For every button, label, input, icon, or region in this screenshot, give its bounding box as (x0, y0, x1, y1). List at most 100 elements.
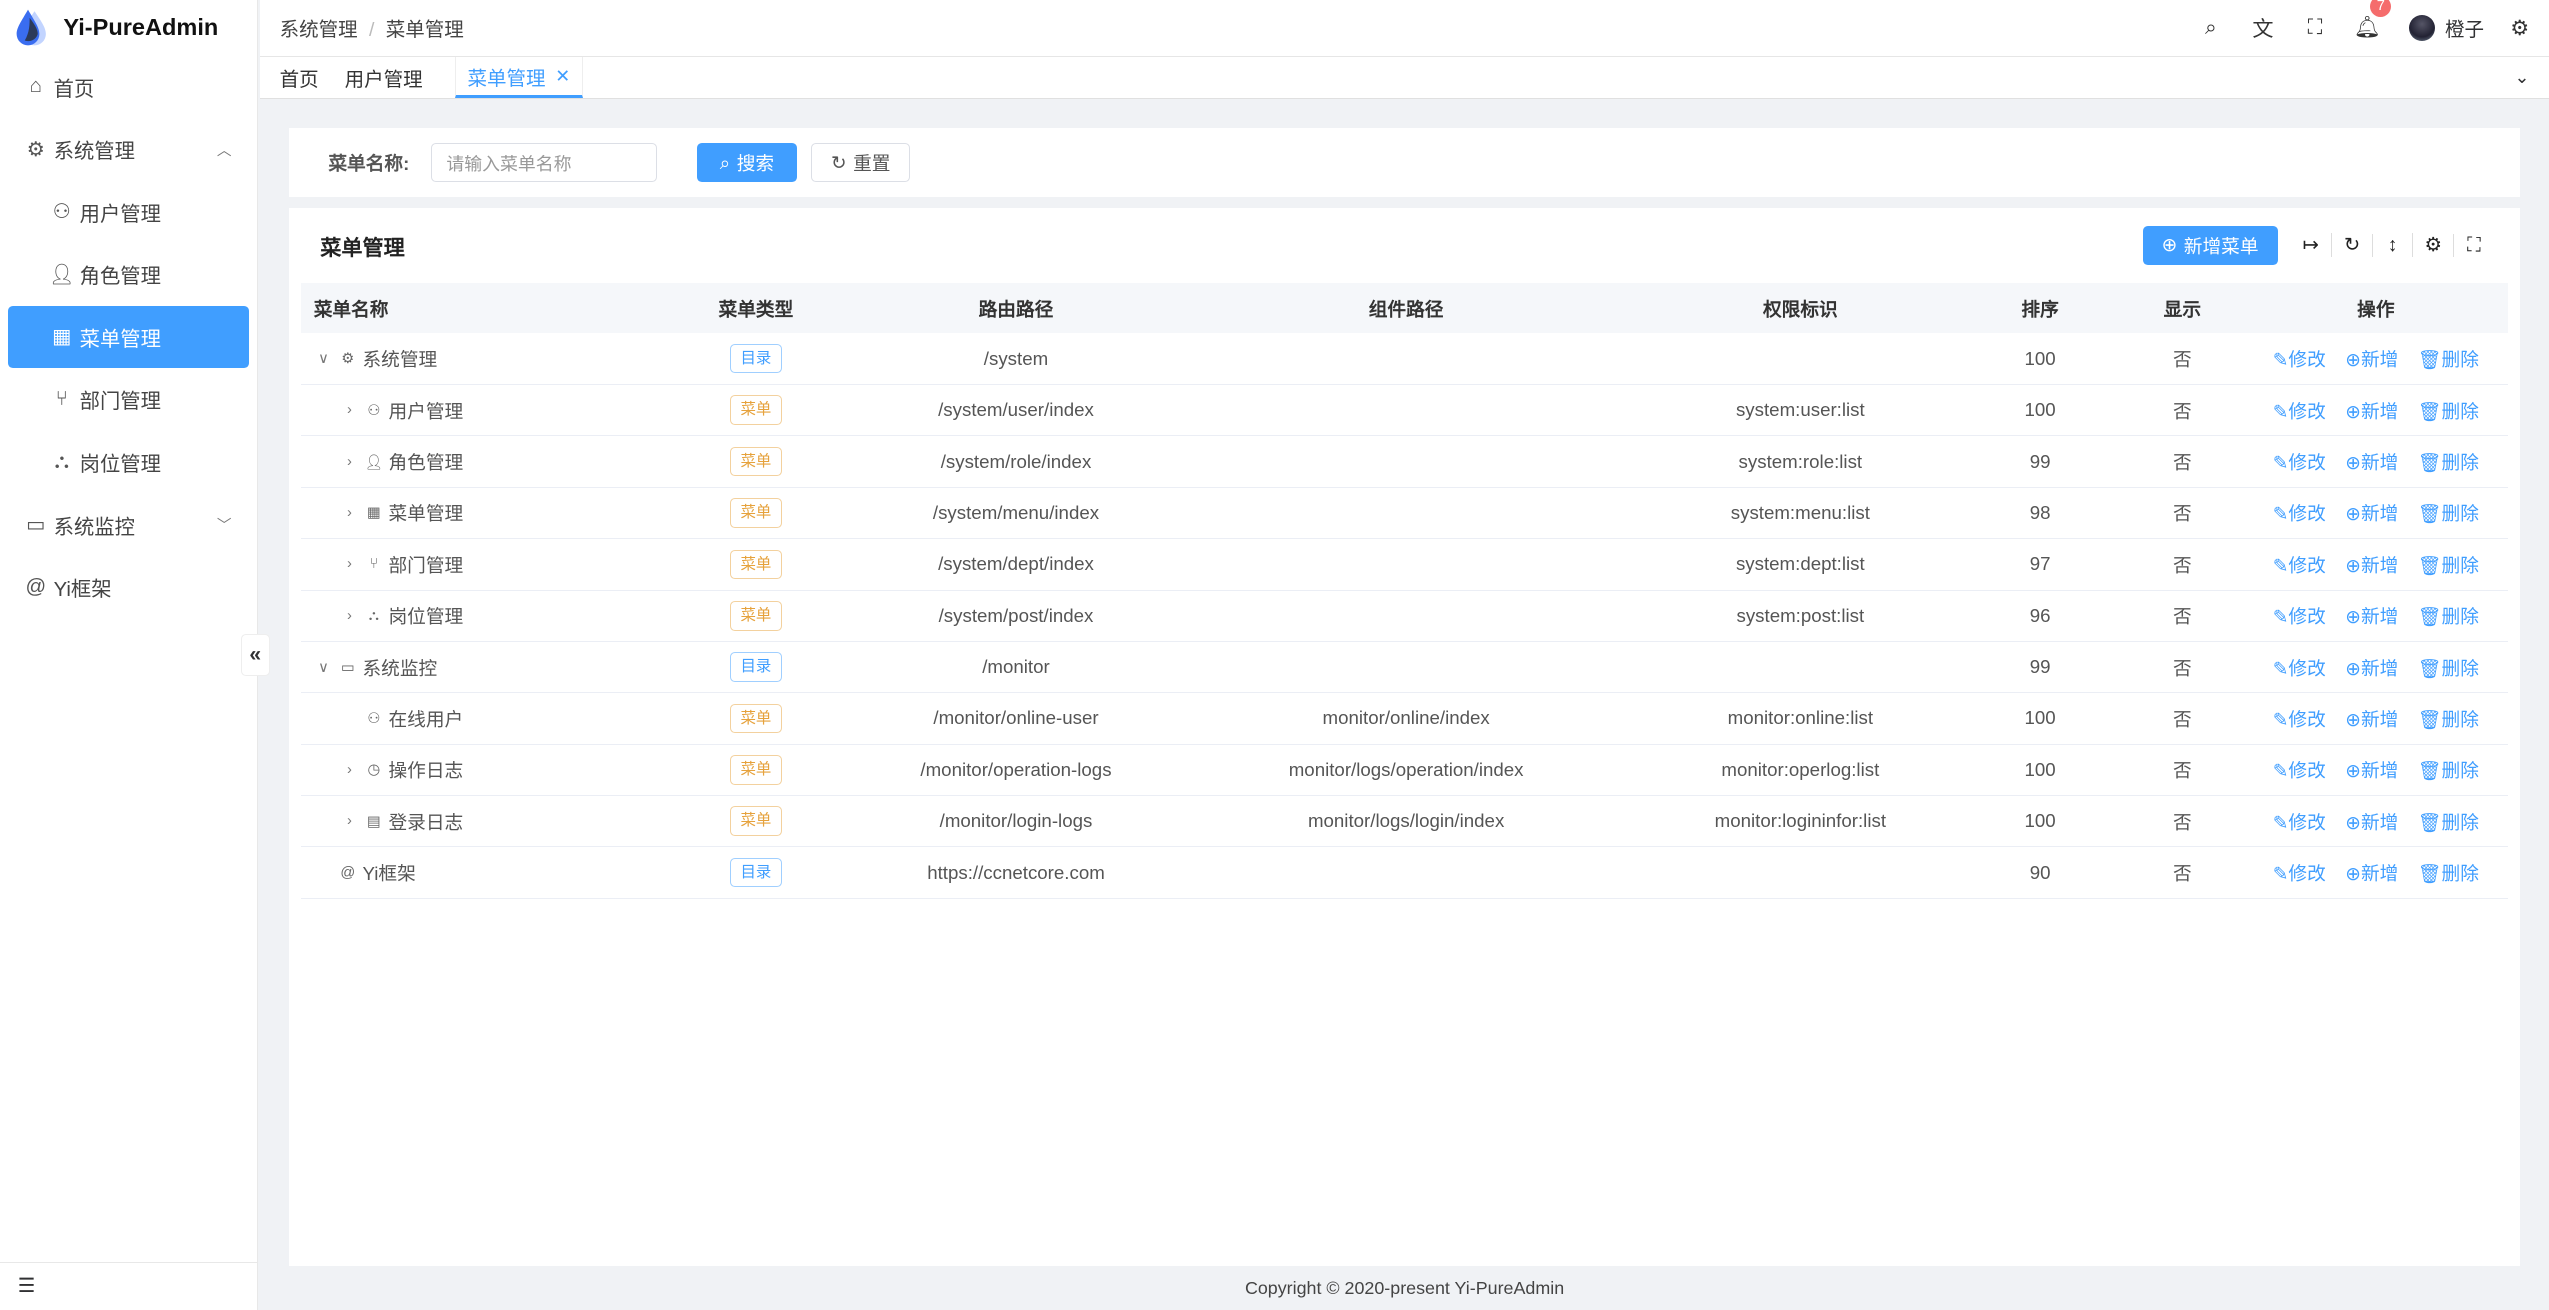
sidebar-item[interactable]: ⚙ 系统管理 ︿ (0, 118, 257, 181)
delete-button[interactable]: 🗑︎删除 (2418, 602, 2479, 629)
username[interactable]: 橙子 (2444, 19, 2484, 42)
fullscreen-icon[interactable]: ⛶ (2307, 15, 2323, 39)
delete-button[interactable]: 🗑︎删除 (2418, 756, 2479, 783)
add-child-button[interactable]: ⊕新增 (2345, 654, 2398, 681)
sidebar-item[interactable]: @ Yi框架 (0, 556, 257, 619)
sidebar-item[interactable]: 👤︎ 角色管理 (0, 243, 257, 306)
chevron-right-icon[interactable]: › (347, 556, 352, 573)
delete-button[interactable]: 🗑︎删除 (2418, 705, 2479, 732)
row-actions: ✎修改 ⊕新增 🗑︎删除 (2256, 602, 2495, 629)
delete-button[interactable]: 🗑︎删除 (2418, 397, 2479, 424)
chevron-right-icon[interactable]: › (347, 813, 352, 830)
density-icon[interactable]: ↕ (2371, 233, 2413, 257)
table-row[interactable]: @ Yi框架 目录 https://ccnetcore.com 90 否 ✎修改 ⊕新增 🗑︎删… (300, 846, 2509, 899)
name-wrap: › 👤︎ 角色管理 (314, 448, 638, 475)
breadcrumb-separator: / (368, 19, 375, 42)
trash-icon: 🗑︎ (2417, 760, 2442, 782)
name-wrap: › ⛬ 岗位管理 (314, 602, 638, 629)
table-row[interactable]: › ⛬ 岗位管理 菜单/system/post/index system:post:li… (300, 590, 2509, 642)
edit-button[interactable]: ✎修改 (2273, 705, 2326, 732)
name-wrap: ∨ ⚙ 系统管理 (314, 345, 638, 372)
expand-collapse-icon[interactable]: ↦ (2302, 234, 2320, 257)
chevron-right-icon[interactable]: › (347, 607, 352, 624)
type-cell: 目录 (650, 333, 862, 386)
chevron-right-icon[interactable]: › (347, 761, 352, 778)
table-row[interactable]: ∨ ▭ 系统监控 目录/monitor 99 否 ✎修改 ⊕新增 🗑︎删除 (300, 641, 2509, 694)
sidebar-item[interactable]: ⑂ 部门管理 (0, 368, 257, 431)
delete-button[interactable]: 🗑︎删除 (2418, 448, 2479, 475)
edit-button[interactable]: ✎修改 (2273, 551, 2326, 578)
edit-button[interactable]: ✎修改 (2273, 859, 2326, 886)
close-tab-icon[interactable]: ✕ (555, 65, 571, 86)
menu-name: 角色管理 (388, 452, 464, 474)
refresh-icon[interactable]: ↻ (2331, 233, 2372, 258)
delete-button[interactable]: 🗑︎删除 (2418, 345, 2479, 372)
fullscreen-icon[interactable]: ⛶ (2453, 233, 2494, 257)
component-cell (1170, 435, 1642, 488)
add-child-button[interactable]: ⊕新增 (2345, 499, 2398, 526)
menu-name: Yi框架 (362, 863, 416, 884)
edit-button[interactable]: ✎修改 (2273, 397, 2326, 424)
add-menu-button[interactable]: ⊕ 新增菜单 (2142, 225, 2278, 265)
add-child-button[interactable]: ⊕新增 (2345, 397, 2398, 424)
translate-icon[interactable]: 文 (2252, 18, 2274, 42)
chevron-right-icon[interactable]: › (347, 402, 352, 419)
delete-button[interactable]: 🗑︎删除 (2418, 808, 2479, 835)
table-row[interactable]: › ⑂ 部门管理 菜单/system/dept/index system:dept:li… (300, 538, 2509, 591)
delete-button[interactable]: 🗑︎删除 (2418, 654, 2479, 681)
add-child-button[interactable]: ⊕新增 (2345, 551, 2398, 578)
table-row[interactable]: ∨ ⚙ 系统管理 目录/system 100 否 ✎修改 ⊕新增 🗑︎删除 (300, 333, 2509, 386)
chevron-right-icon[interactable]: › (347, 453, 352, 470)
delete-button[interactable]: 🗑︎删除 (2418, 551, 2479, 578)
header: 系统管理 / 菜单管理 ⌕ 文 ⛶ 🔔︎ 7 橙子 ⚙ (260, 0, 2549, 57)
table-row[interactable]: › 👤︎ 角色管理 菜单/system/role/index system:role:l… (300, 435, 2509, 488)
table-row[interactable]: › ◷ 操作日志 菜单/monitor/operation-logs monitor/l… (300, 744, 2509, 796)
avatar[interactable] (2409, 14, 2436, 41)
table-row[interactable]: › ▦ 菜单管理 菜单/system/menu/index system:menu:li… (300, 487, 2509, 540)
tab-home[interactable]: 首页 (260, 57, 338, 98)
add-child-button[interactable]: ⊕新增 (2345, 859, 2398, 886)
chevron-down-icon[interactable]: ∨ (318, 659, 329, 676)
sidebar-item[interactable]: ⚇ 用户管理 (0, 180, 257, 243)
type-cell: 目录 (650, 846, 862, 899)
tab-menu-management[interactable]: 菜单管理 ✕ (455, 56, 583, 99)
add-child-button[interactable]: ⊕新增 (2345, 602, 2398, 629)
column-settings-icon[interactable]: ⚙ (2412, 233, 2453, 258)
edit-button[interactable]: ✎修改 (2273, 808, 2326, 835)
sidebar-toggle-button[interactable]: ☰ (0, 1261, 259, 1310)
edit-button[interactable]: ✎修改 (2273, 654, 2326, 681)
chevron-right-icon[interactable]: › (347, 504, 352, 521)
edit-button[interactable]: ✎修改 (2273, 499, 2326, 526)
menu-name-input[interactable]: 请输入菜单名称 (430, 143, 657, 183)
add-child-button[interactable]: ⊕新增 (2345, 345, 2398, 372)
sidebar-item[interactable]: ▭ 系统监控 ﹀ (0, 493, 257, 556)
add-child-button[interactable]: ⊕新增 (2345, 448, 2398, 475)
breadcrumb-item[interactable]: 系统管理 (279, 19, 358, 42)
search-button[interactable]: ⌕ 搜索 (697, 143, 797, 183)
sidebar-item[interactable]: ▦ 菜单管理 (8, 305, 250, 369)
edit-button[interactable]: ✎修改 (2273, 345, 2326, 372)
component-cell (1170, 846, 1642, 899)
table-row[interactable]: ⚇ 在线用户 菜单/monitor/online-user monitor/onlin… (300, 692, 2509, 745)
edit-button[interactable]: ✎修改 (2273, 448, 2326, 475)
add-child-button[interactable]: ⊕新增 (2345, 705, 2398, 732)
edit-button[interactable]: ✎修改 (2273, 756, 2326, 783)
add-child-button[interactable]: ⊕新增 (2345, 756, 2398, 783)
collapse-sidebar-button[interactable]: « (240, 633, 270, 677)
delete-button[interactable]: 🗑︎删除 (2418, 859, 2479, 886)
settings-gear-icon[interactable]: ⚙ (2510, 16, 2530, 40)
tabs-more-chevron-down-icon[interactable]: ⌄ (2514, 67, 2530, 88)
search-icon[interactable]: ⌕ (2205, 15, 2217, 39)
delete-button[interactable]: 🗑︎删除 (2418, 499, 2479, 526)
bell-icon[interactable]: 🔔︎ 7 (2341, 0, 2393, 40)
add-child-button[interactable]: ⊕新增 (2345, 808, 2398, 835)
table-row[interactable]: › ▤ 登录日志 菜单/monitor/login-logs monitor/logs/… (300, 795, 2509, 848)
logo[interactable]: Yi-PureAdmin (0, 0, 257, 55)
sidebar-item[interactable]: ⌂ 首页 (0, 55, 257, 118)
tab-user-management[interactable]: 用户管理 (338, 57, 442, 98)
chevron-down-icon[interactable]: ∨ (318, 351, 329, 368)
table-row[interactable]: › ⚇ 用户管理 菜单/system/user/index system:user:li… (300, 384, 2509, 437)
reset-button[interactable]: ↻ 重置 (811, 143, 911, 183)
sidebar-item[interactable]: ⛬ 岗位管理 (0, 431, 257, 494)
edit-button[interactable]: ✎修改 (2273, 602, 2326, 629)
